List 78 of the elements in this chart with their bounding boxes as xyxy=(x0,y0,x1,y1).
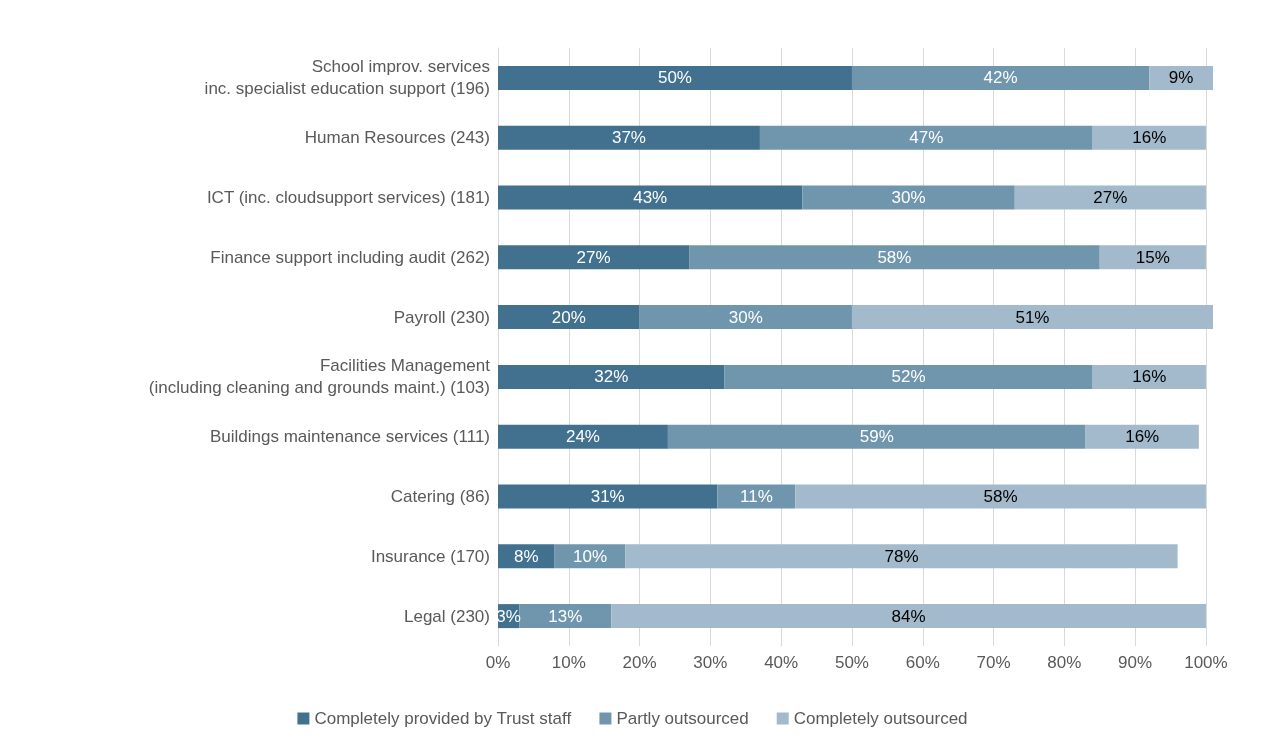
data-label: 50% xyxy=(657,68,692,88)
data-label: 13% xyxy=(548,606,583,626)
data-label: 84% xyxy=(891,606,926,626)
data-label: 31% xyxy=(590,487,625,506)
bar xyxy=(689,245,1100,270)
bar xyxy=(498,484,718,509)
data-label: 52% xyxy=(891,367,926,387)
y-tick-label: ICT (inc. cloudsupport services) (181) xyxy=(206,188,490,207)
data-label: 8% xyxy=(514,546,539,566)
bar xyxy=(498,245,690,270)
data-label: 15% xyxy=(1135,247,1170,267)
data-label: 24% xyxy=(565,427,600,447)
bar xyxy=(498,305,640,330)
data-label: 32% xyxy=(594,367,629,387)
x-tick-label: 70% xyxy=(976,653,1011,672)
data-label: 27% xyxy=(576,247,611,267)
x-tick-label: 60% xyxy=(905,653,940,672)
bar xyxy=(611,604,1206,629)
data-label: 9% xyxy=(1168,68,1194,88)
y-tick-label: Human Resources (243) xyxy=(304,128,490,148)
bar xyxy=(498,364,725,389)
x-tick-label: 20% xyxy=(622,653,657,672)
data-label: 47% xyxy=(909,128,944,148)
data-label: 3% xyxy=(496,606,521,626)
legend-label: Completely provided by Trust staff xyxy=(314,709,572,728)
legend-label: Completely outsourced xyxy=(793,709,968,728)
bar xyxy=(1085,424,1199,449)
x-tick-label: 90% xyxy=(1118,653,1153,672)
bar xyxy=(498,185,803,210)
bar xyxy=(639,305,852,330)
data-label: 30% xyxy=(891,188,926,207)
data-label: 51% xyxy=(1015,307,1050,327)
bar xyxy=(498,424,668,449)
x-tick-label: 100% xyxy=(1184,653,1228,672)
x-tick-label: 10% xyxy=(551,653,586,672)
x-tick-label: 80% xyxy=(1047,653,1082,672)
bar xyxy=(802,185,1015,210)
bar xyxy=(851,65,1150,90)
legend-label: Partly outsourced xyxy=(616,709,749,728)
y-tick-label: School improv. services inc. specialist education support (196) xyxy=(204,57,490,99)
y-tick-label: Legal (230) xyxy=(403,606,490,626)
y-tick-label: Buildings maintenance services (111) xyxy=(209,427,490,447)
data-label: 37% xyxy=(611,128,646,148)
bar xyxy=(795,484,1206,509)
bar xyxy=(667,424,1086,449)
data-label: 43% xyxy=(633,188,668,207)
data-label: 11% xyxy=(740,487,773,506)
x-tick-label: 50% xyxy=(834,653,869,672)
data-label: 16% xyxy=(1132,367,1167,387)
bar xyxy=(498,65,852,90)
x-tick-label: 0% xyxy=(485,653,511,672)
y-tick-label: Payroll (230) xyxy=(393,307,490,327)
bar xyxy=(724,364,1093,389)
bar xyxy=(1092,364,1206,389)
data-label: 78% xyxy=(884,546,919,566)
data-label: 27% xyxy=(1093,188,1128,207)
data-label: 58% xyxy=(983,487,1018,506)
data-label: 10% xyxy=(573,546,608,566)
y-tick-label: Facilities Management (including cleaning and grounds maint.) (103) xyxy=(148,356,491,398)
x-tick-label: 30% xyxy=(693,653,728,672)
bar xyxy=(1092,125,1206,150)
bar xyxy=(625,544,1178,569)
bar xyxy=(1014,185,1206,210)
y-tick-label: Insurance (170) xyxy=(370,546,490,566)
y-tick-label: Finance support including audit (262) xyxy=(210,247,490,267)
x-tick-label: 40% xyxy=(764,653,799,672)
data-label: 30% xyxy=(728,307,763,327)
data-label: 16% xyxy=(1132,128,1167,148)
y-tick-label: Catering (86) xyxy=(390,487,490,506)
data-label: 42% xyxy=(983,68,1018,88)
data-label: 20% xyxy=(551,307,586,327)
bar xyxy=(498,125,760,150)
data-label: 58% xyxy=(877,247,912,267)
data-label: 59% xyxy=(859,427,894,447)
data-label: 16% xyxy=(1125,427,1160,447)
bar xyxy=(759,125,1093,150)
bar xyxy=(1099,245,1206,270)
bar xyxy=(851,305,1213,330)
